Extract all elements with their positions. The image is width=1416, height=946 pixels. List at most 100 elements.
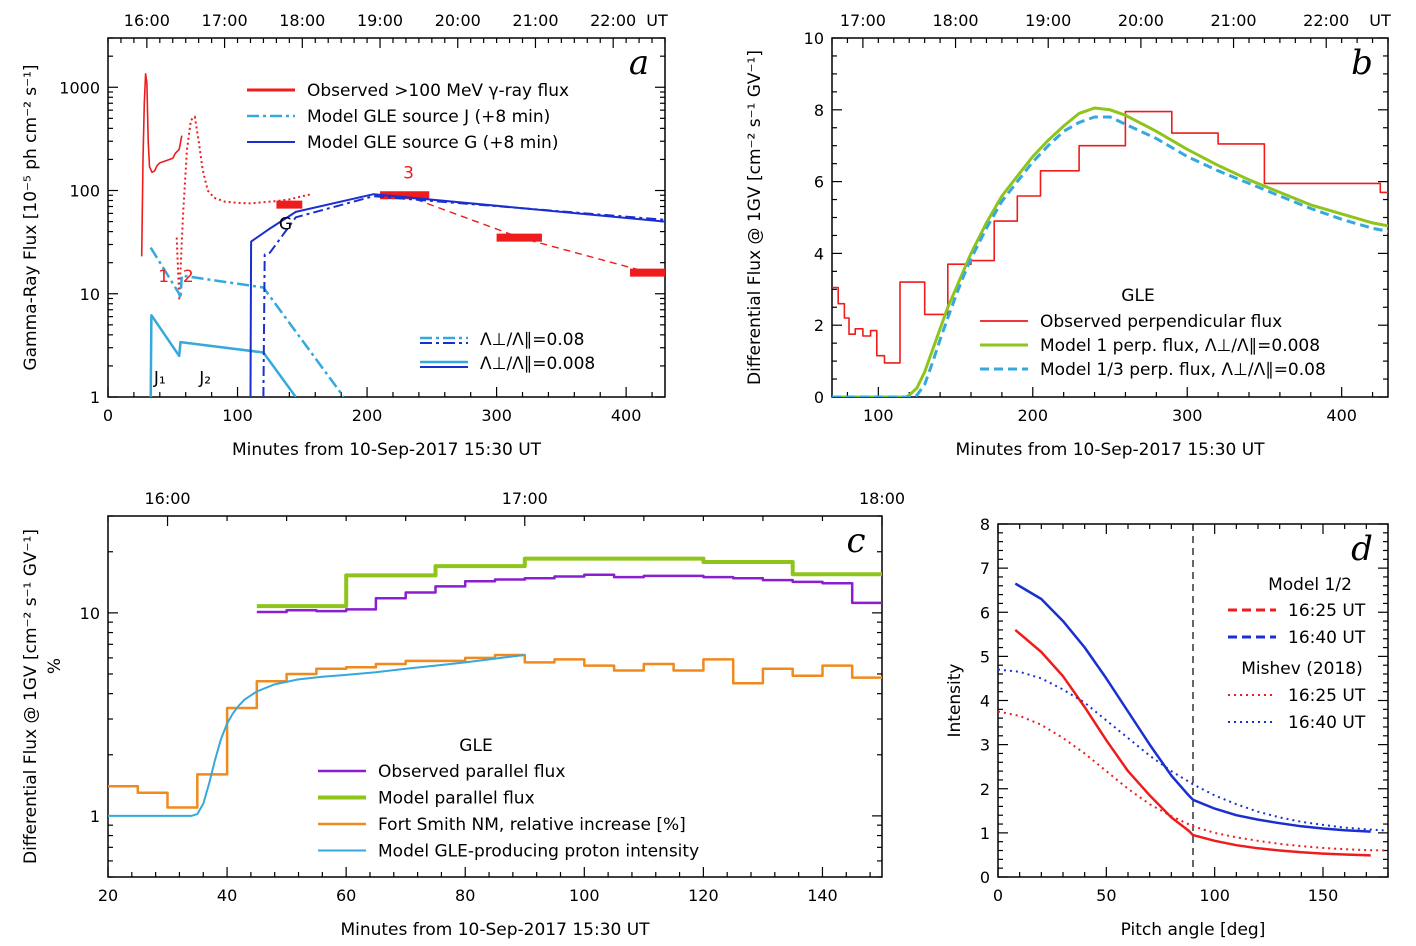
x-tick-label: 0 — [993, 886, 1003, 905]
x-tick-label: 300 — [1172, 406, 1203, 425]
series-line — [108, 654, 525, 817]
y-tick-label: 5 — [980, 647, 990, 666]
legend-label: Observed >100 MeV γ-ray flux — [307, 81, 569, 101]
series-line — [256, 556, 882, 609]
top-tick-label: 16:00 — [144, 489, 190, 508]
legend-label: Model 1 perp. flux, Λ⊥/Λ∥=0.008 — [1040, 336, 1320, 356]
panel-letter: c — [846, 521, 865, 561]
y-tick-label: 10 — [80, 285, 100, 304]
series-line — [832, 110, 1388, 364]
x-axis-label: Minutes from 10-Sep-2017 15:30 UT — [232, 440, 542, 460]
x-tick-label: 200 — [1018, 406, 1049, 425]
y-tick-label: 0 — [980, 868, 990, 887]
legend-label: Model parallel flux — [378, 789, 535, 809]
y-axis-label: Differential Flux @ 1GV [cm⁻² s⁻¹ GV⁻¹] — [21, 529, 41, 864]
annotation: 2 — [183, 267, 194, 287]
x-tick-label: 100 — [1199, 886, 1230, 905]
y-tick-label: 0 — [814, 388, 824, 407]
series-group — [140, 73, 665, 397]
legend-label: 16:40 UT — [1288, 713, 1366, 733]
y-tick-label: 6 — [980, 603, 990, 622]
annotation: J₁ — [153, 369, 166, 389]
y-tick-label: 10 — [80, 604, 100, 623]
y-tick-label: 1000 — [59, 78, 100, 97]
series-line — [1014, 628, 1371, 857]
panel-letter: b — [1351, 43, 1373, 83]
series-line — [149, 313, 297, 397]
legend-label: Observed parallel flux — [378, 762, 565, 782]
y-tick-label: 1 — [90, 807, 100, 826]
legend-label: Model 1/3 perp. flux, Λ⊥/Λ∥=0.08 — [1040, 360, 1326, 380]
x-tick-label: 400 — [611, 406, 642, 425]
panel-c: 20 40 60 80 100 120 140 16:00 17:00 18:00 1 10 Minut… — [21, 489, 905, 940]
y-axis-label: Intensity — [945, 664, 965, 738]
series-group — [832, 106, 1388, 397]
series-line — [832, 115, 1388, 397]
y-tick-label: 2 — [814, 316, 824, 335]
top-tick-label: 22:00 — [1303, 11, 1349, 30]
legend-label: 16:40 UT — [1288, 628, 1366, 648]
legend-label: Model GLE-producing proton intensity — [378, 842, 699, 862]
legend-label: 16:25 UT — [1288, 686, 1366, 706]
top-tick-label: 16:00 — [124, 11, 170, 30]
top-axis-unit: UT — [1369, 11, 1391, 30]
x-tick-label: 0 — [103, 406, 113, 425]
y-tick-label: 1 — [980, 824, 990, 843]
x-tick-label: 20 — [98, 886, 118, 905]
y-tick-label: 6 — [814, 173, 824, 192]
series-line — [262, 195, 665, 397]
y-tick-label: 4 — [814, 244, 824, 263]
legend-label: Model GLE source G (+8 min) — [307, 133, 558, 153]
x-tick-label: 100 — [569, 886, 600, 905]
legend-label: Λ⊥/Λ∥=0.008 — [480, 354, 595, 374]
legend-label: Fort Smith NM, relative increase [%] — [378, 815, 686, 835]
series-line — [249, 193, 665, 397]
x-tick-label: 100 — [863, 406, 894, 425]
series-line — [998, 710, 1388, 852]
series-line — [149, 246, 345, 397]
y-axis-label: Differential Flux @ 1GV [cm⁻² s⁻¹ GV⁻¹] — [745, 50, 765, 385]
x-axis-label: Pitch angle [deg] — [1121, 920, 1266, 940]
series-line — [404, 194, 650, 274]
top-tick-label: 20:00 — [435, 11, 481, 30]
legend-label: Model GLE source J (+8 min) — [307, 107, 550, 127]
top-tick-label: 17:00 — [840, 11, 886, 30]
y-tick-label: 8 — [814, 101, 824, 120]
series-group — [108, 556, 882, 817]
top-tick-label: 18:00 — [933, 11, 979, 30]
x-tick-label: 140 — [807, 886, 838, 905]
x-tick-label: 150 — [1308, 886, 1339, 905]
y-axis-label: Gamma-Ray Flux [10⁻⁵ ph cm⁻² s⁻¹] — [21, 64, 41, 370]
top-tick-label: 17:00 — [502, 489, 548, 508]
series-line — [832, 106, 1388, 397]
plot-frame — [107, 515, 883, 878]
x-tick-label: 400 — [1326, 406, 1357, 425]
panel-letter: a — [629, 43, 649, 83]
y-axis-label-percent: % — [45, 658, 65, 674]
top-axis-unit: UT — [646, 11, 668, 30]
top-tick-label: 22:00 — [590, 11, 636, 30]
top-tick-label: 18:00 — [279, 11, 325, 30]
top-tick-label: 18:00 — [859, 489, 905, 508]
y-tick-label: 8 — [980, 515, 990, 534]
y-tick-label: 1 — [90, 388, 100, 407]
top-tick-label: 20:00 — [1118, 11, 1164, 30]
panel-d: 0 50 100 150 0 1 2 3 4 5 6 7 8 Pitch angle [deg] Inten… — [945, 515, 1389, 940]
top-tick-label: 17:00 — [202, 11, 248, 30]
top-tick-label: 21:00 — [512, 11, 558, 30]
series-line — [998, 668, 1388, 832]
top-tick-label: 21:00 — [1211, 11, 1257, 30]
annotation: J₂ — [198, 369, 211, 389]
series-line — [140, 73, 183, 257]
annotation: G — [279, 214, 292, 234]
series-line — [256, 573, 882, 614]
panel-letter: d — [1351, 529, 1373, 569]
x-tick-label: 120 — [688, 886, 719, 905]
y-tick-label: 3 — [980, 736, 990, 755]
annotation: 3 — [403, 164, 414, 184]
annotation: 1 — [158, 267, 169, 287]
legend-title: Model 1/2 — [1268, 575, 1352, 595]
y-tick-label: 7 — [980, 559, 990, 578]
series-line — [1014, 582, 1371, 833]
